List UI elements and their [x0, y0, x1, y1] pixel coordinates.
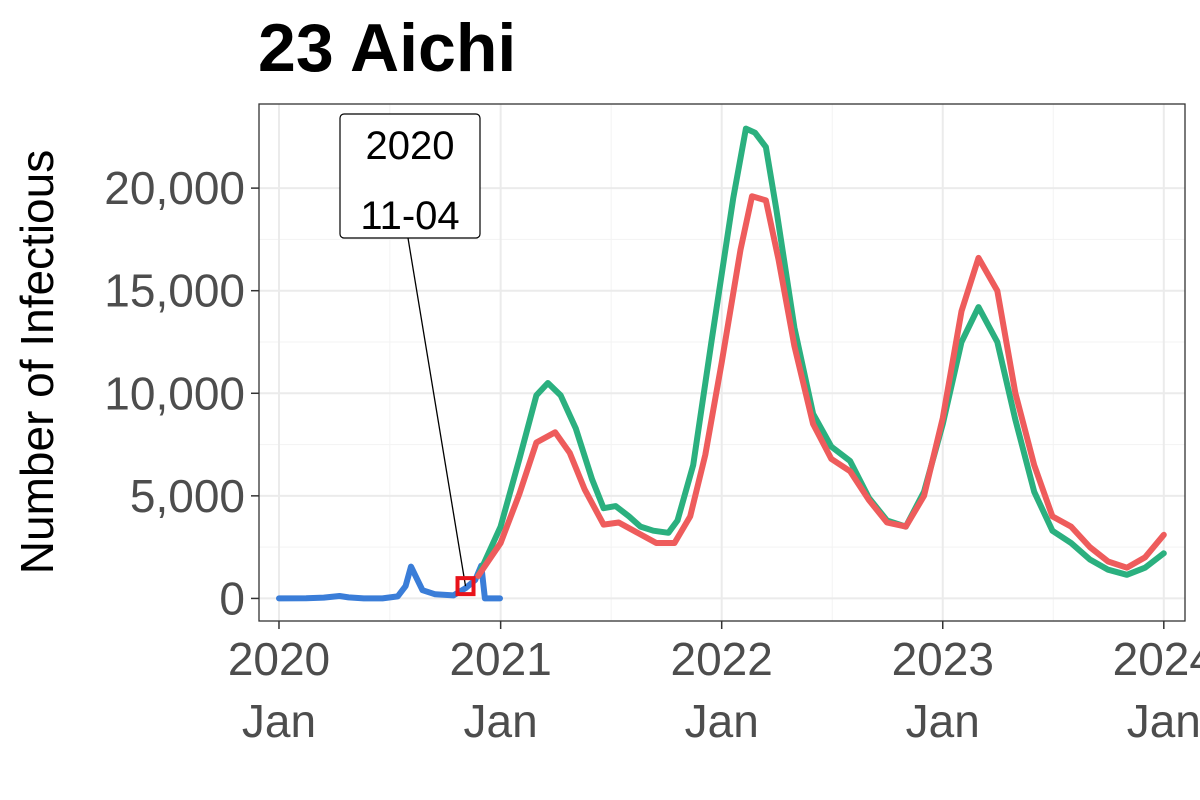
- x-axis: 2020 Jan 2021 Jan 2022 Jan 2023 Jan 2024 Jan: [228, 621, 1200, 747]
- x-tick-label-month: Jan: [685, 695, 759, 747]
- annotation-marker: [455, 576, 476, 597]
- y-tick-label: 10,000: [104, 367, 245, 419]
- y-axis-title: Number of Infectious: [11, 150, 63, 574]
- x-tick-label-year: 2020: [228, 633, 330, 685]
- y-tick-label: 15,000: [104, 265, 245, 317]
- series-line-3: [475, 193, 1167, 579]
- annotation-label-date: 11-04: [360, 194, 459, 238]
- x-tick-label-year: 2021: [449, 633, 551, 685]
- x-tick-label-month: Jan: [906, 695, 980, 747]
- series-line-2: [475, 125, 1167, 579]
- y-tick-label: 20,000: [104, 162, 245, 214]
- y-tick-label: 0: [219, 572, 245, 624]
- x-tick-label-month: Jan: [464, 695, 538, 747]
- annotation-label-year: 2020: [366, 124, 455, 168]
- annotation-leader-line: [407, 237, 467, 587]
- y-axis: 0 5,000 10,000 15,000 20,000: [104, 162, 259, 624]
- chart-title: 23 Aichi: [258, 10, 517, 86]
- x-tick-label-year: 2024: [1113, 633, 1200, 685]
- x-tick-label-year: 2023: [892, 633, 994, 685]
- x-tick-label-year: 2022: [671, 633, 773, 685]
- y-tick-label: 5,000: [130, 470, 245, 522]
- x-tick-label-month: Jan: [1127, 695, 1200, 747]
- annotation-label-box: [339, 113, 481, 239]
- x-tick-label-month: Jan: [242, 695, 316, 747]
- annotation-layer: 2020 11-04: [339, 113, 481, 597]
